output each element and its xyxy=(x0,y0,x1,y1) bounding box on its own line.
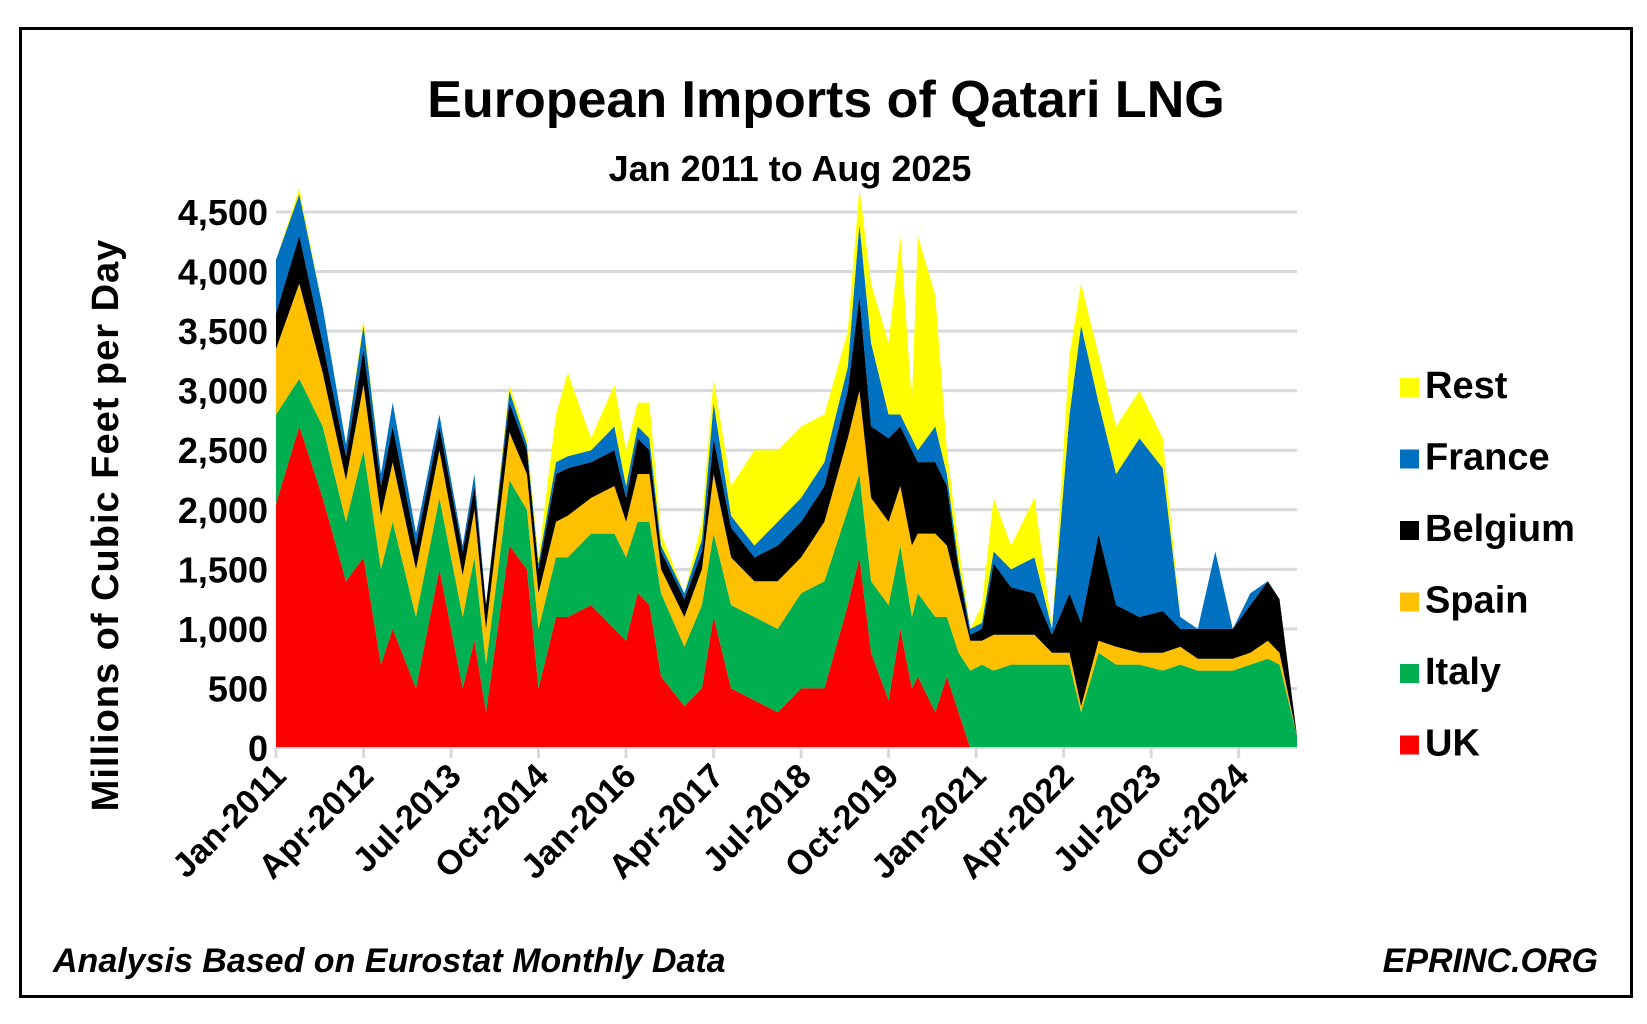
credit-note: EPRINC.ORG xyxy=(1383,942,1598,980)
chart-subtitle: Jan 2011 to Aug 2025 xyxy=(609,148,972,189)
y-tick-label: 3,000 xyxy=(178,371,268,412)
legend-swatch-rest xyxy=(1400,378,1419,397)
source-note: Analysis Based on Eurostat Monthly Data xyxy=(52,942,726,980)
y-tick-label: 500 xyxy=(208,668,268,709)
legend-swatch-italy xyxy=(1400,664,1419,683)
y-tick-label: 2,500 xyxy=(178,430,268,471)
area-uk xyxy=(276,426,1297,748)
area-rest xyxy=(276,188,1297,737)
y-tick-label: 1,000 xyxy=(178,609,268,650)
legend-label-belgium: Belgium xyxy=(1425,508,1575,550)
y-tick-label: 4,000 xyxy=(178,252,268,293)
legend-swatch-belgium xyxy=(1400,521,1419,540)
y-axis-ticks: 0 500 1,000 1,500 2,000 2,500 3,000 3,500 4,000 4… xyxy=(178,192,268,769)
legend-label-rest: Rest xyxy=(1425,365,1508,407)
area-italy xyxy=(276,378,1297,748)
y-tick-label: 0 xyxy=(248,728,268,769)
chart-title: European Imports of Qatari LNG xyxy=(427,71,1224,129)
legend-swatch-france xyxy=(1400,449,1419,469)
chart-frame xyxy=(19,27,1633,998)
x-axis-ticks: Jan-2011Apr-2012Jul-2013Oct-2014Jan-2016… xyxy=(165,747,1297,887)
y-tick-label: 2,000 xyxy=(178,490,268,531)
y-tick-label: 3,500 xyxy=(178,311,268,352)
legend-swatch-uk xyxy=(1400,735,1419,755)
stacked-areas xyxy=(276,188,1297,748)
legend-label-italy: Italy xyxy=(1425,651,1501,693)
y-tick-label: 4,500 xyxy=(178,192,268,233)
area-france xyxy=(276,194,1297,737)
legend-label-uk: UK xyxy=(1425,723,1480,765)
y-axis-label: Millions of Cubic Feet per Day xyxy=(85,239,127,812)
y-tick-label: 1,500 xyxy=(178,549,268,590)
legend-label-france: France xyxy=(1425,437,1550,479)
area-belgium xyxy=(276,235,1297,737)
legend: Rest France Belgium Spain Italy UK xyxy=(1400,365,1575,765)
legend-label-spain: Spain xyxy=(1425,580,1528,622)
legend-swatch-spain xyxy=(1400,592,1419,612)
